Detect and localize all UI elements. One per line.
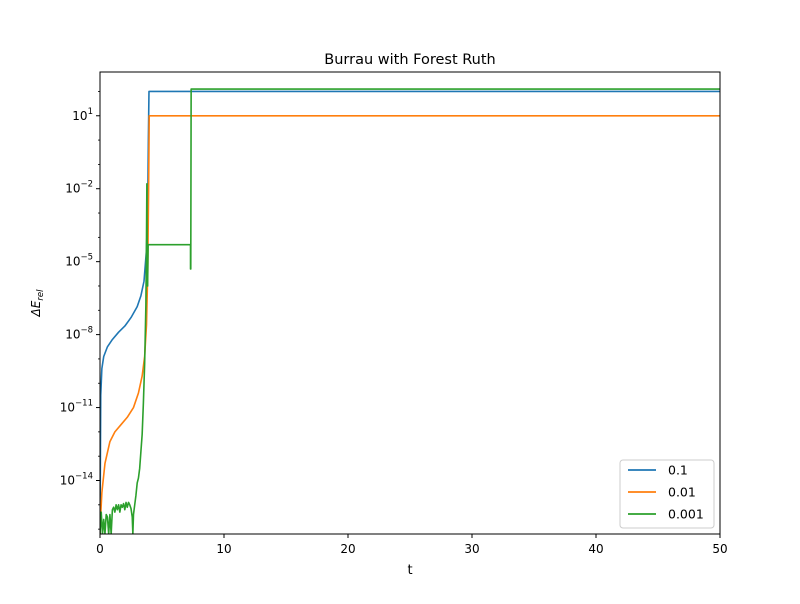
series-layer [100, 88, 720, 534]
x-tick-label: 40 [588, 542, 603, 556]
chart-title: Burrau with Forest Ruth [324, 52, 495, 68]
legend: 0.1 0.01 0.001 [619, 459, 715, 529]
y-tick-label: 10−8 [65, 326, 93, 342]
y-axis-label-base: ΔE [29, 300, 43, 317]
y-tick-label: 101 [72, 107, 93, 123]
series-line-2 [100, 88, 720, 534]
legend-box [619, 459, 715, 529]
x-tick-label: 0 [96, 542, 104, 556]
y-tick-label: 10−11 [60, 399, 93, 415]
x-tick-label: 20 [340, 542, 355, 556]
plot-frame [99, 71, 721, 535]
legend-label-2: 0.001 [668, 507, 704, 522]
legend-label-1: 0.01 [668, 485, 696, 500]
y-tick-label: 10−5 [65, 253, 93, 269]
y-axis: 101 10−2 10−5 10−8 10−11 10−14 [60, 91, 100, 530]
x-tick-label: 30 [464, 542, 479, 556]
y-tick-label: 10−14 [60, 472, 93, 488]
y-axis-label-subscript: rel [36, 289, 46, 301]
svg-text:ΔErel: ΔErel [29, 289, 46, 318]
legend-label-0: 0.1 [668, 463, 688, 478]
series-line-1 [100, 114, 720, 534]
x-tick-label: 10 [216, 542, 231, 556]
x-tick-label: 50 [712, 542, 727, 556]
x-axis-label: t [407, 563, 412, 578]
x-axis: 0 10 20 30 40 50 [96, 534, 728, 556]
y-tick-label: 10−2 [65, 180, 93, 196]
y-axis-label: ΔErel [29, 289, 46, 318]
